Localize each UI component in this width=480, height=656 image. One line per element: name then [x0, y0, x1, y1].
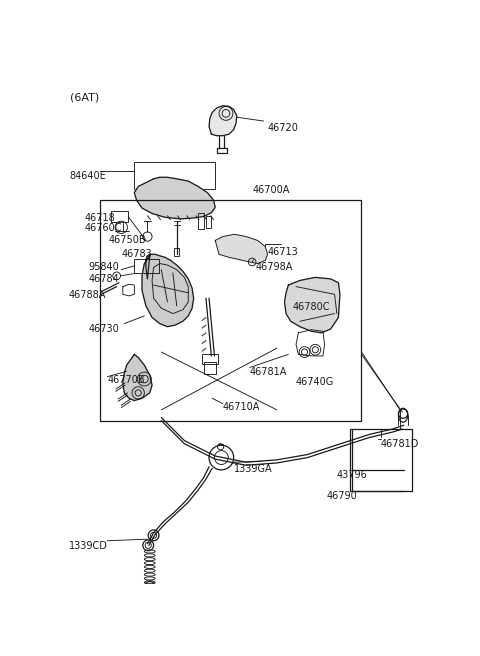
Bar — [174, 248, 179, 256]
Text: 46798A: 46798A — [255, 262, 293, 272]
Text: 1339CD: 1339CD — [69, 541, 108, 551]
Bar — [134, 259, 159, 273]
Text: 1339GA: 1339GA — [234, 464, 273, 474]
Bar — [350, 429, 411, 491]
Text: 46760C: 46760C — [84, 224, 122, 234]
Text: 43796: 43796 — [337, 470, 368, 480]
Text: (6AT): (6AT) — [71, 92, 100, 102]
Polygon shape — [142, 255, 193, 327]
Text: 46770B: 46770B — [108, 375, 145, 385]
Polygon shape — [285, 277, 340, 333]
Text: 46781A: 46781A — [250, 367, 287, 377]
Text: 46700A: 46700A — [252, 185, 289, 195]
Text: 84640E: 84640E — [69, 171, 106, 181]
Bar — [100, 200, 361, 421]
Bar — [206, 216, 211, 228]
Text: 46781D: 46781D — [381, 439, 419, 449]
Bar — [198, 213, 204, 229]
Text: 46784: 46784 — [88, 274, 119, 284]
Text: 46790: 46790 — [327, 491, 358, 501]
Text: 46730: 46730 — [88, 323, 119, 334]
Text: 46740G: 46740G — [296, 377, 334, 388]
Bar — [202, 354, 217, 363]
Bar — [217, 148, 227, 154]
Text: 46780C: 46780C — [292, 302, 330, 312]
Text: 95840: 95840 — [88, 262, 119, 272]
Polygon shape — [123, 354, 152, 401]
Text: 46788A: 46788A — [69, 291, 106, 300]
Text: 46783: 46783 — [121, 249, 152, 259]
Text: 46713: 46713 — [267, 247, 298, 256]
Text: 46720: 46720 — [267, 123, 299, 133]
Bar — [204, 362, 216, 374]
Polygon shape — [209, 106, 237, 136]
Text: 46750B: 46750B — [109, 235, 146, 245]
Bar — [134, 162, 215, 189]
Bar — [111, 211, 128, 222]
Text: 46710A: 46710A — [223, 402, 260, 412]
Text: 46718: 46718 — [84, 213, 115, 222]
Polygon shape — [134, 177, 215, 219]
Polygon shape — [215, 234, 267, 264]
